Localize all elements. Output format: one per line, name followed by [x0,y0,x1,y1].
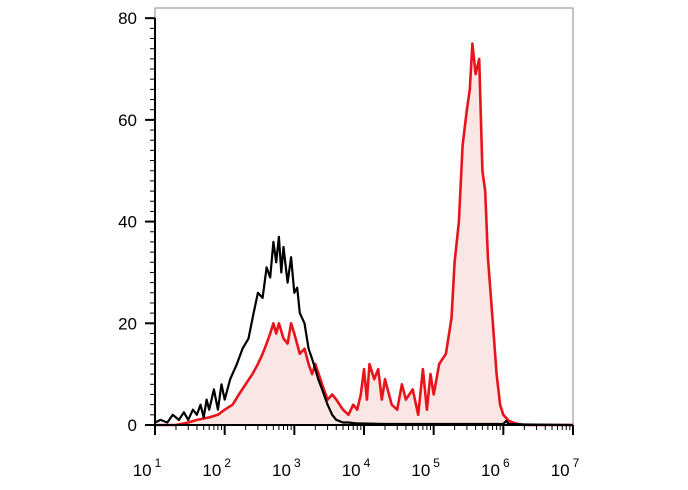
x-tick-label: 10 1 [133,456,162,480]
series-0-line [154,235,574,427]
x-tick-label: 10 3 [272,456,301,480]
x-tick-label: 10 4 [342,456,371,480]
series-layer [154,42,574,427]
y-tick-label: 40 [118,213,137,232]
y-tick-label: 20 [118,314,137,333]
x-tick-label: 10 5 [411,456,440,480]
series-1-line [155,42,573,427]
x-tick-label: 10 6 [481,456,510,480]
y-tick-label: 0 [128,416,137,435]
series-1-area [155,43,573,425]
x-tick-label: 10 2 [202,456,231,480]
y-tick-label: 60 [118,111,137,130]
axes-layer: 0 20 40 60 80 10 1 10 2 10 3 10 4 10 5 10 6 10 7 [118,9,580,480]
y-tick-label: 80 [118,9,137,28]
plot-frame [154,7,574,426]
x-tick-label: 10 7 [551,456,580,480]
